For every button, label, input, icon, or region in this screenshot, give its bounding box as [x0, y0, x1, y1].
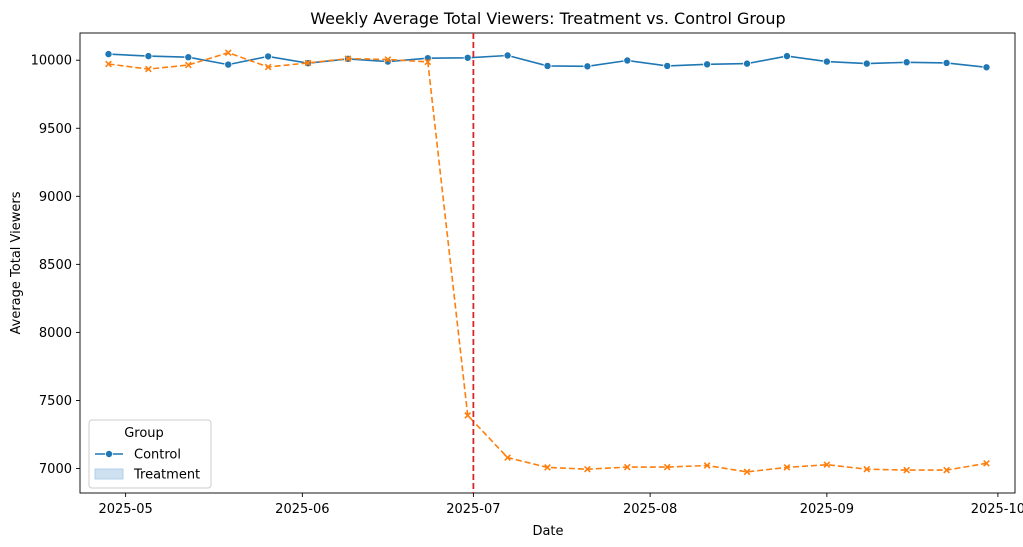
treatment-point	[184, 61, 192, 69]
treatment-point	[623, 463, 631, 471]
treatment-point	[384, 56, 392, 63]
chart-title: Weekly Average Total Viewers: Treatment …	[310, 9, 785, 28]
treatment-point	[743, 468, 751, 476]
treatment-point	[663, 463, 671, 471]
control-point	[224, 60, 233, 69]
y-tick-label: 9000	[39, 190, 72, 205]
legend-control-label: Control	[134, 448, 181, 463]
control-point	[463, 53, 472, 62]
control-point	[503, 51, 512, 60]
treatment-point	[264, 63, 272, 71]
treatment-series-line	[108, 51, 987, 473]
control-point	[902, 58, 911, 67]
treatment-point	[584, 465, 591, 473]
x-tick-label: 2025-05	[98, 502, 152, 517]
control-point	[264, 52, 273, 61]
treatment-point	[304, 59, 312, 67]
control-point	[104, 50, 113, 59]
treatment-point	[903, 466, 911, 474]
x-tick-label: 2025-07	[446, 502, 500, 517]
treatment-point	[145, 65, 152, 73]
control-point	[144, 52, 153, 61]
treatment-point	[823, 461, 831, 469]
x-tick-label: 2025-08	[623, 502, 677, 517]
legend: Group Control Treatment	[88, 419, 212, 489]
y-tick-label: 7500	[39, 394, 72, 409]
treatment-point	[105, 60, 112, 68]
treatment-point	[464, 412, 472, 419]
y-tick-label: 9500	[39, 122, 72, 137]
treatment-point	[983, 459, 990, 467]
y-tick-label: 7000	[39, 462, 72, 477]
control-point	[184, 53, 193, 62]
x-tick-label: 2025-09	[800, 502, 854, 517]
control-point	[663, 61, 672, 70]
control-point	[782, 52, 791, 61]
y-axis-label: Average Total Viewers	[9, 191, 24, 334]
legend-title: Group	[124, 426, 164, 441]
treatment-point	[424, 58, 432, 66]
control-point	[583, 62, 592, 71]
y-tick-label: 8000	[39, 326, 72, 341]
control-point	[423, 54, 432, 63]
control-point	[543, 61, 552, 70]
control-point	[982, 63, 991, 72]
legend-treatment-label: Treatment	[133, 468, 200, 483]
treatment-point	[703, 462, 711, 469]
treatment-point	[783, 464, 791, 471]
control-point	[703, 60, 712, 69]
control-point	[822, 57, 831, 66]
legend-control-marker	[105, 449, 114, 458]
x-tick-label: 2025-10	[971, 502, 1023, 517]
treatment-point	[224, 49, 232, 57]
treatment-point	[943, 466, 950, 474]
treatment-point	[544, 464, 551, 471]
y-tick-label: 10000	[31, 54, 72, 69]
plot-area: 7000 7500 8000 8500 9000 9500 10000 2025-05 2025…	[31, 32, 1023, 517]
treatment-point	[504, 454, 511, 461]
x-axis-label: Date	[532, 524, 563, 539]
treatment-point	[863, 465, 871, 473]
control-point	[862, 59, 871, 68]
x-tick-label: 2025-06	[275, 502, 329, 517]
treatment-point	[344, 55, 352, 62]
legend-treatment-swatch	[94, 468, 124, 480]
control-point	[623, 56, 632, 65]
control-point	[743, 59, 752, 68]
plot-frame	[79, 32, 1016, 494]
control-point	[942, 58, 951, 67]
y-tick-label: 8500	[39, 258, 72, 273]
